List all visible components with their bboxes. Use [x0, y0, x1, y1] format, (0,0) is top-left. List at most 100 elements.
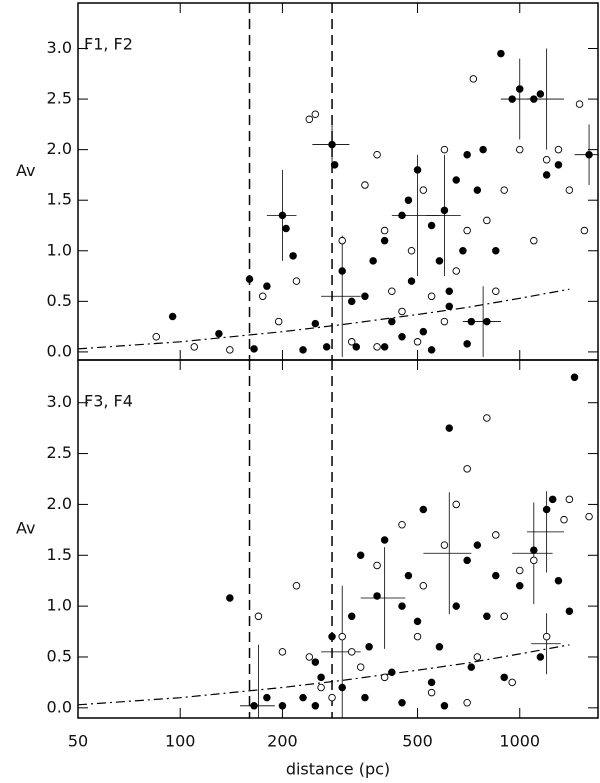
model-curve: [77, 288, 570, 350]
point: [542, 632, 551, 641]
point: [311, 702, 320, 710]
x-tick-label: 1000: [499, 732, 540, 751]
point: [250, 702, 258, 710]
point: [347, 612, 356, 621]
point: [407, 247, 416, 255]
y-tick-label: 2.0: [47, 494, 72, 513]
plot-frame: [77, 2, 599, 361]
point: [419, 505, 428, 514]
point: [398, 307, 406, 316]
point: [328, 693, 336, 702]
x-tick-label: 100: [165, 732, 196, 751]
panel-label: F3, F4: [84, 392, 133, 411]
point: [278, 702, 287, 710]
point: [373, 561, 381, 570]
model-curve: [77, 644, 570, 706]
point: [398, 698, 406, 707]
point: [373, 150, 381, 159]
point: [536, 90, 545, 98]
point: [452, 176, 460, 184]
point: [215, 329, 223, 338]
point: [322, 343, 331, 351]
point: [516, 85, 524, 93]
point: [419, 327, 428, 336]
point: [258, 292, 267, 301]
point: [516, 582, 524, 590]
point: [152, 332, 160, 341]
point: [483, 612, 491, 621]
point: [459, 247, 467, 255]
point: [254, 612, 263, 621]
x-tick-label: 500: [402, 732, 433, 751]
point: [311, 319, 320, 328]
point: [570, 373, 579, 382]
point: [467, 317, 476, 326]
y-tick-label: 2.5: [47, 89, 72, 108]
point: [388, 317, 396, 326]
point: [500, 186, 508, 194]
point: [398, 602, 406, 610]
point: [516, 145, 524, 154]
y-tick-label: 1.5: [47, 545, 72, 564]
point: [328, 632, 336, 641]
point: [508, 678, 516, 687]
point: [548, 495, 557, 504]
y-tick-label: 1.0: [47, 596, 72, 615]
point: [338, 267, 346, 275]
point: [352, 343, 361, 351]
y-tick-label: 2.5: [47, 443, 72, 462]
point: [413, 166, 422, 174]
point: [585, 512, 593, 521]
point: [492, 571, 500, 580]
point: [473, 541, 482, 549]
point: [373, 592, 381, 600]
point: [427, 292, 436, 301]
point: [516, 566, 524, 575]
point: [427, 678, 436, 687]
y-tick-label: 1.5: [47, 190, 72, 209]
point: [445, 302, 454, 311]
x-tick-label: 200: [267, 732, 298, 751]
point: [445, 287, 454, 295]
point: [278, 211, 287, 220]
point: [542, 171, 551, 179]
point: [530, 236, 538, 245]
y-axis-label: Av: [16, 519, 35, 538]
point: [463, 340, 471, 348]
point: [500, 612, 508, 621]
point: [263, 693, 271, 702]
point: [365, 643, 373, 651]
point: [435, 643, 444, 651]
point: [483, 414, 491, 422]
point: [168, 312, 177, 321]
point: [388, 287, 396, 295]
point: [245, 275, 254, 283]
point: [554, 161, 563, 169]
point: [473, 653, 482, 661]
point: [473, 186, 482, 194]
point: [445, 424, 454, 432]
point: [440, 206, 449, 215]
point: [292, 277, 301, 285]
point: [398, 521, 406, 529]
panel-label: F1, F2: [84, 35, 133, 54]
point: [560, 515, 568, 524]
point: [440, 541, 449, 549]
point: [435, 257, 444, 265]
point: [530, 546, 538, 554]
point: [380, 236, 389, 245]
point: [356, 663, 365, 671]
point: [347, 297, 356, 306]
point: [190, 343, 199, 351]
point: [380, 536, 389, 544]
point: [565, 495, 574, 504]
point: [463, 150, 471, 159]
point: [226, 594, 234, 602]
point: [585, 150, 593, 159]
point: [452, 500, 460, 509]
y-tick-label: 0.5: [47, 291, 72, 310]
point: [380, 226, 389, 235]
point: [427, 346, 436, 354]
y-tick-label: 0.5: [47, 646, 72, 665]
